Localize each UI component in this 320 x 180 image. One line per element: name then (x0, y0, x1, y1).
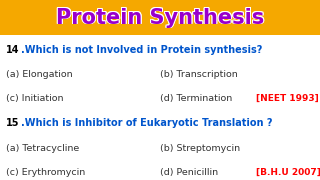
Text: (d) Penicillin: (d) Penicillin (160, 168, 218, 177)
Text: (c) Initiation: (c) Initiation (6, 94, 64, 103)
Text: Protein Synthesis: Protein Synthesis (55, 8, 263, 28)
Text: 15: 15 (6, 118, 20, 129)
Text: Protein Synthesis: Protein Synthesis (55, 8, 263, 28)
Text: Protein Synthesis: Protein Synthesis (56, 8, 264, 28)
Text: .Which is Inhibitor of Eukaryotic Translation ?: .Which is Inhibitor of Eukaryotic Transl… (21, 118, 272, 129)
Text: .Which is not Involved in Protein synthesis?: .Which is not Involved in Protein synthe… (21, 45, 262, 55)
Text: Protein Synthesis: Protein Synthesis (57, 7, 265, 27)
Text: Protein Synthesis: Protein Synthesis (55, 7, 263, 27)
Bar (0, 0, 320, 35)
Text: Protein Synthesis: Protein Synthesis (57, 8, 265, 28)
Text: 14: 14 (6, 45, 20, 55)
Text: Protein Synthesis: Protein Synthesis (56, 7, 264, 27)
Text: (b) Transcription: (b) Transcription (160, 70, 238, 79)
Text: Protein Synthesis: Protein Synthesis (57, 8, 265, 28)
Text: (a) Tetracycline: (a) Tetracycline (6, 144, 80, 153)
Text: (d) Termination: (d) Termination (160, 94, 232, 103)
Text: (c) Erythromycin: (c) Erythromycin (6, 168, 86, 177)
Text: [B.H.U 2007]: [B.H.U 2007] (256, 168, 320, 177)
Text: (b) Streptomycin: (b) Streptomycin (160, 144, 240, 153)
Text: Protein Synthesis: Protein Synthesis (56, 8, 264, 28)
Text: [NEET 1993]: [NEET 1993] (256, 94, 319, 103)
Text: (a) Elongation: (a) Elongation (6, 70, 73, 79)
